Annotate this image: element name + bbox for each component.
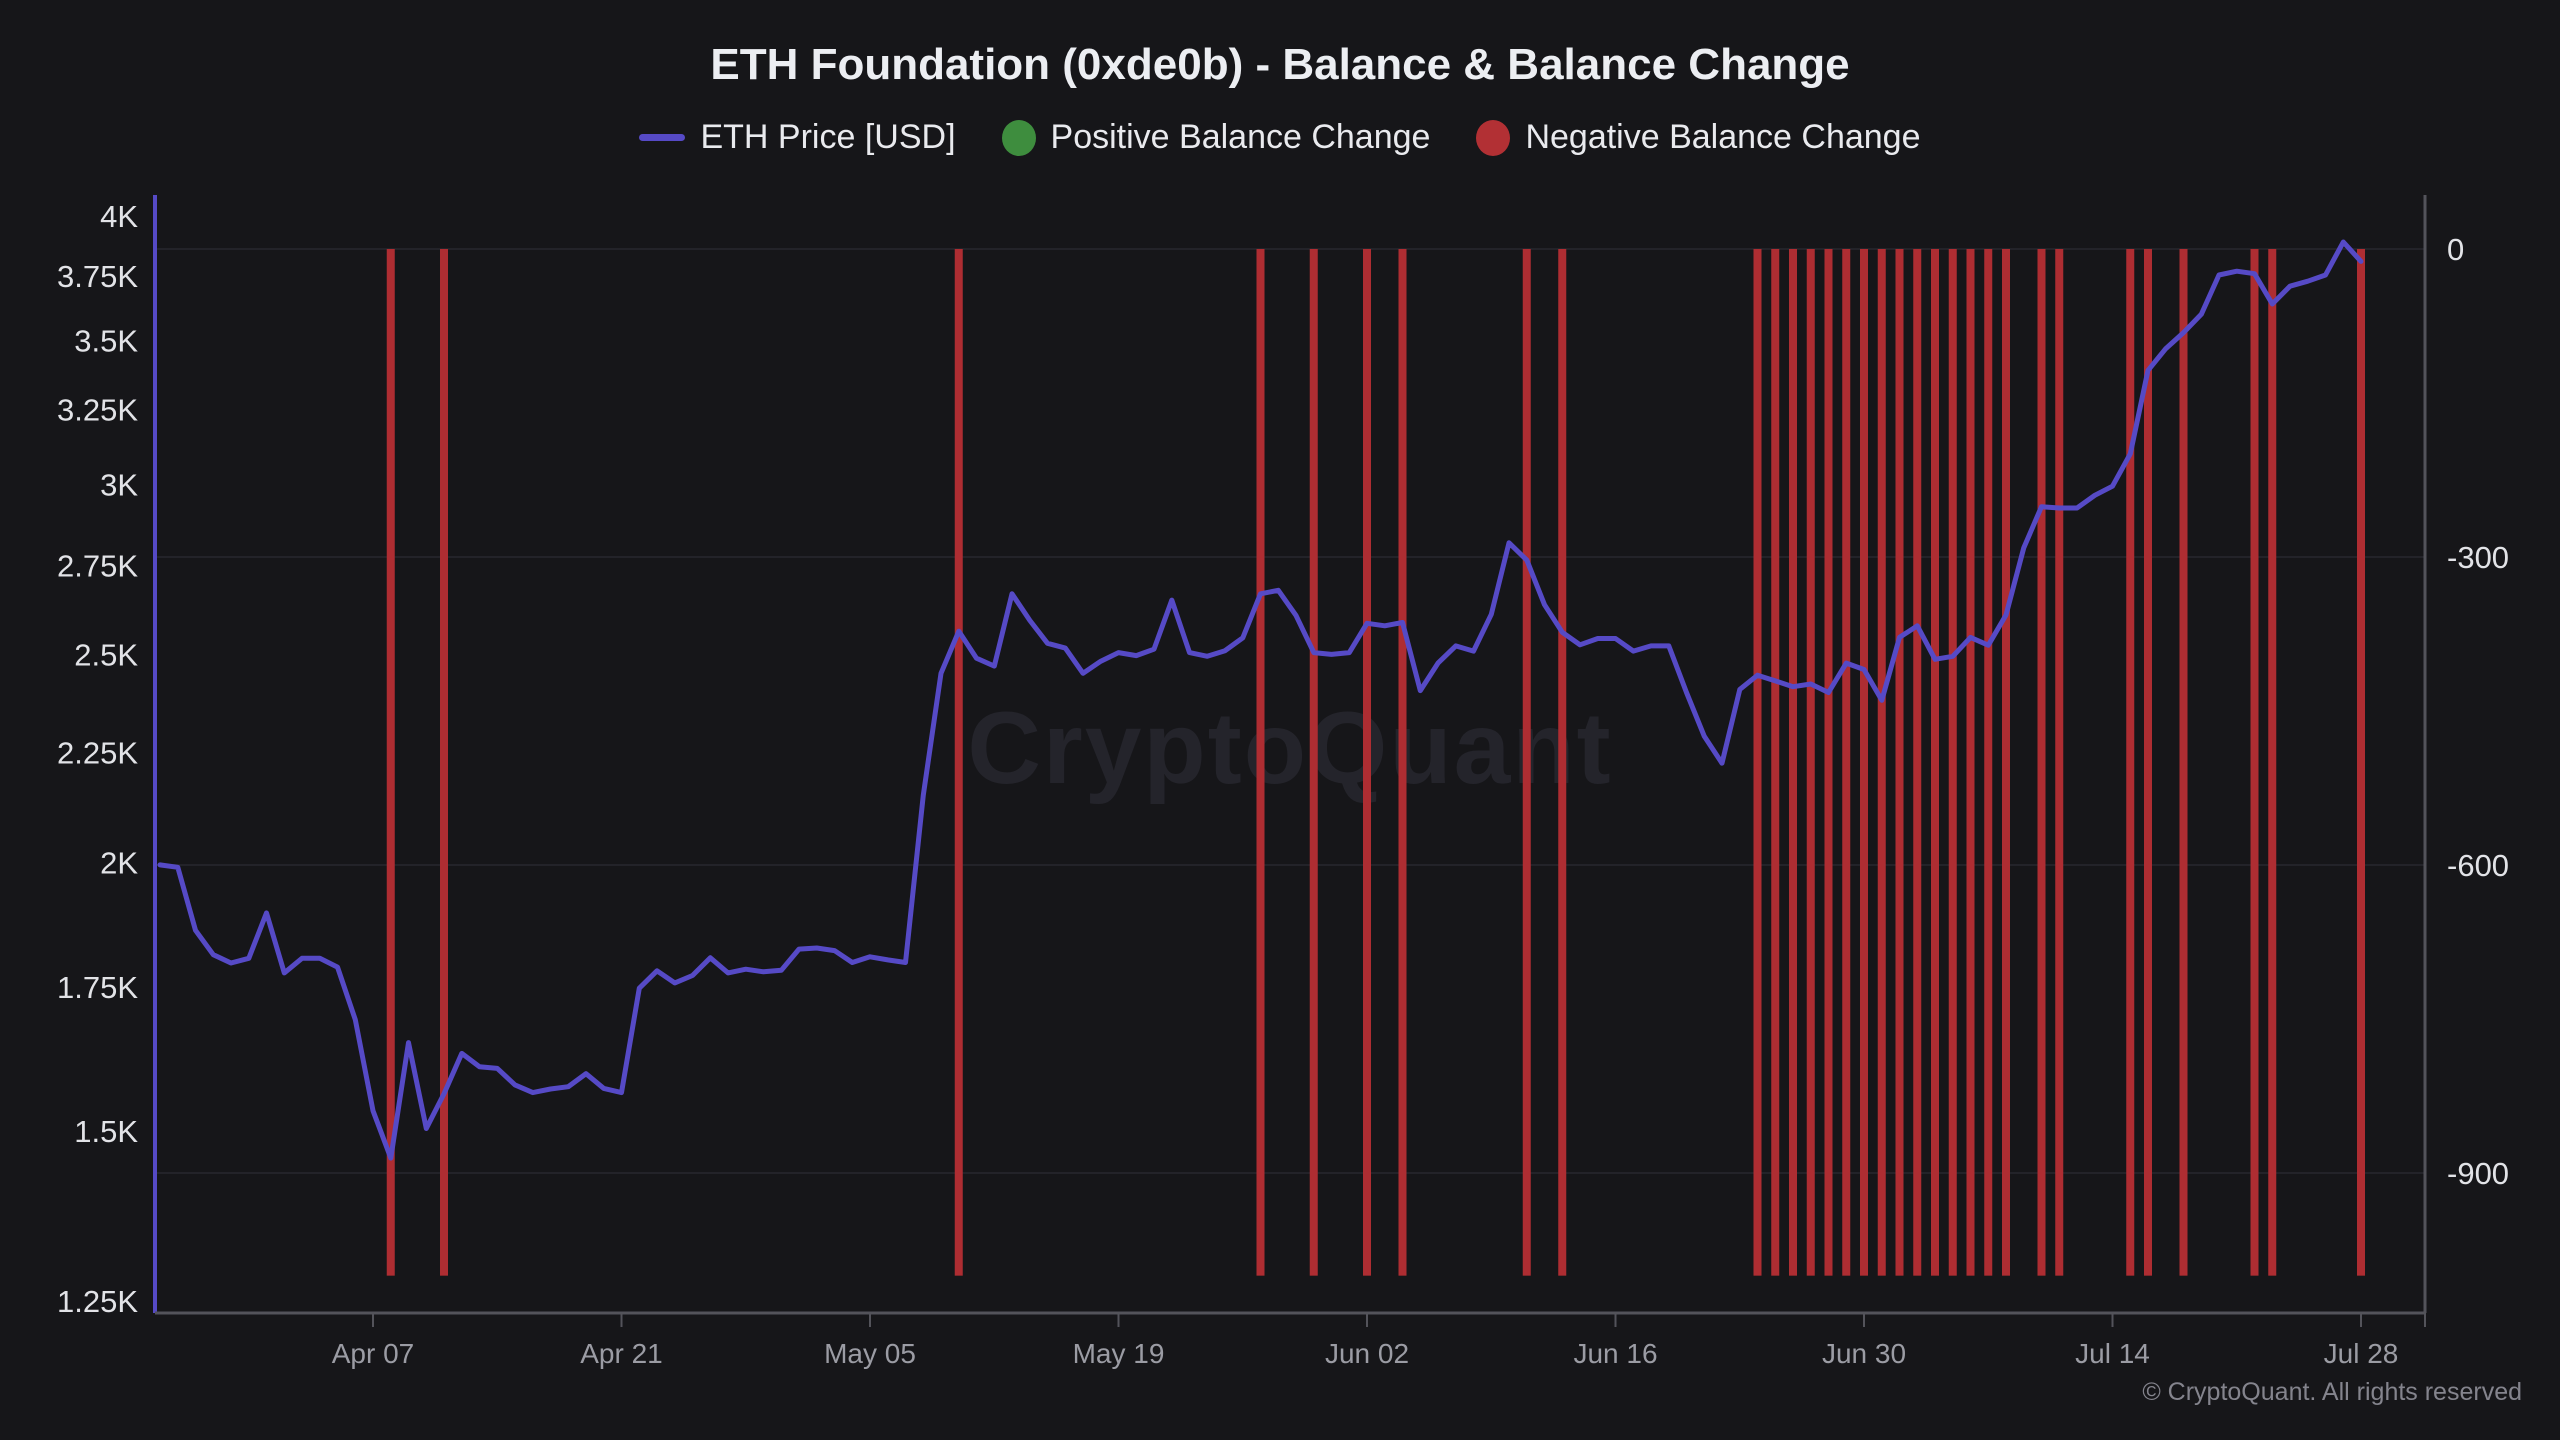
left-tick-label: 3K bbox=[100, 467, 138, 502]
negative-bar-jul-05[interactable] bbox=[1948, 249, 1957, 1276]
negative-bar-jul-01[interactable] bbox=[1877, 249, 1886, 1276]
right-tick-label: -600 bbox=[2447, 848, 2509, 883]
x-tick-label: Jun 16 bbox=[1573, 1338, 1657, 1369]
eth-price-line[interactable] bbox=[157, 239, 2364, 1161]
plot-area[interactable] bbox=[155, 195, 2425, 1313]
negative-bar-may-10[interactable] bbox=[954, 249, 963, 1276]
negative-bar-jun-27[interactable] bbox=[1806, 249, 1815, 1276]
chart-title: ETH Foundation (0xde0b) - Balance & Bala… bbox=[710, 40, 1850, 89]
legend-item-eth-price[interactable]: ETH Price [USD] bbox=[639, 118, 956, 157]
negative-bar-jul-07[interactable] bbox=[1984, 249, 1993, 1276]
legend-label: ETH Price [USD] bbox=[700, 118, 956, 156]
left-tick-label: 2.25K bbox=[57, 736, 138, 771]
green-dot-icon bbox=[1001, 119, 1036, 156]
negative-bar-jun-02[interactable] bbox=[1363, 249, 1371, 1276]
negative-balance-bars[interactable] bbox=[386, 249, 2365, 1276]
negative-bar-jul-15[interactable] bbox=[2126, 249, 2135, 1276]
x-tick-label: Apr 07 bbox=[332, 1338, 415, 1369]
red-dot-icon bbox=[1476, 119, 1511, 156]
negative-bar-may-30[interactable] bbox=[1309, 249, 1318, 1276]
negative-bar-jul-02[interactable] bbox=[1895, 249, 1904, 1276]
negative-bar-apr-11[interactable] bbox=[440, 249, 448, 1276]
left-tick-label: 1.25K bbox=[57, 1284, 138, 1319]
left-axis-labels: 4K 3.75K 3.5K 3.25K 3K 2.75K 2.5K 2.25K 2K 1.75K 1… bbox=[57, 199, 138, 1319]
left-tick-label: 4K bbox=[100, 199, 138, 234]
negative-bar-jun-29[interactable] bbox=[1842, 249, 1851, 1276]
axes bbox=[153, 195, 2427, 1327]
negative-bar-jul-18[interactable] bbox=[2179, 249, 2188, 1276]
negative-bar-jul-22[interactable] bbox=[2250, 249, 2259, 1276]
chart-legend: ETH Price [USD] Positive Balance Change … bbox=[0, 118, 2560, 157]
negative-bar-jul-03[interactable] bbox=[1913, 249, 1922, 1276]
x-tick-label: Jun 02 bbox=[1325, 1338, 1409, 1369]
negative-bar-jul-10[interactable] bbox=[2037, 249, 2046, 1276]
right-axis-labels: 0 -300 -600 -900 bbox=[2447, 232, 2509, 1191]
gridlines bbox=[155, 248, 2425, 1174]
negative-bar-apr-08[interactable] bbox=[386, 249, 395, 1276]
legend-label: Negative Balance Change bbox=[1525, 118, 1921, 156]
x-tick-label: Apr 21 bbox=[580, 1338, 663, 1369]
x-tick-label: Jul 14 bbox=[2075, 1338, 2150, 1369]
cryptoquant-watermark: CryptoQuant bbox=[0, 690, 2560, 807]
left-tick-label: 2.5K bbox=[74, 637, 138, 672]
copyright-notice: © CryptoQuant. All rights reserved bbox=[2142, 1378, 2522, 1406]
left-tick-label: 3.25K bbox=[57, 393, 138, 428]
right-tick-label: -900 bbox=[2447, 1156, 2509, 1191]
left-tick-label: 1.5K bbox=[74, 1114, 138, 1149]
negative-bar-jul-28[interactable] bbox=[2357, 249, 2365, 1276]
line-marker-icon bbox=[639, 134, 686, 141]
negative-bar-jul-11[interactable] bbox=[2055, 249, 2064, 1276]
negative-bar-jul-23[interactable] bbox=[2268, 249, 2277, 1276]
legend-item-positive-balance-change[interactable]: Positive Balance Change bbox=[1001, 118, 1431, 157]
left-tick-label: 2K bbox=[100, 846, 138, 881]
x-tick-label: Jun 30 bbox=[1822, 1338, 1906, 1369]
left-tick-label: 2.75K bbox=[57, 549, 138, 584]
negative-bar-jun-26[interactable] bbox=[1789, 249, 1797, 1276]
negative-bar-jun-24[interactable] bbox=[1753, 249, 1762, 1276]
negative-bar-jul-16[interactable] bbox=[2144, 249, 2152, 1276]
negative-bar-jul-08[interactable] bbox=[2002, 249, 2010, 1276]
negative-bar-jun-04[interactable] bbox=[1398, 249, 1407, 1276]
negative-bar-jun-28[interactable] bbox=[1824, 249, 1833, 1276]
x-axis-labels: Apr 07 Apr 21 May 05 May 19 Jun 02 Jun 16 Jun … bbox=[332, 1338, 2399, 1369]
negative-bar-jul-04[interactable] bbox=[1931, 249, 1939, 1276]
left-tick-label: 3.5K bbox=[74, 324, 138, 359]
legend-label: Positive Balance Change bbox=[1050, 118, 1431, 156]
negative-bar-jun-13[interactable] bbox=[1558, 249, 1567, 1276]
x-tick-label: May 05 bbox=[824, 1338, 916, 1369]
negative-bar-jun-30[interactable] bbox=[1860, 249, 1868, 1276]
left-tick-label: 3.75K bbox=[57, 259, 138, 294]
left-tick-label: 1.75K bbox=[57, 970, 138, 1005]
right-tick-label: 0 bbox=[2447, 232, 2464, 267]
negative-bar-jun-25[interactable] bbox=[1771, 249, 1780, 1276]
x-tick-label: May 19 bbox=[1073, 1338, 1165, 1369]
negative-bar-jun-11[interactable] bbox=[1522, 249, 1531, 1276]
x-tick-label: Jul 28 bbox=[2324, 1338, 2399, 1369]
negative-bar-may-27[interactable] bbox=[1256, 249, 1265, 1276]
negative-bar-jul-06[interactable] bbox=[1966, 249, 1975, 1276]
legend-item-negative-balance-change[interactable]: Negative Balance Change bbox=[1476, 118, 1921, 157]
right-tick-label: -300 bbox=[2447, 540, 2509, 575]
